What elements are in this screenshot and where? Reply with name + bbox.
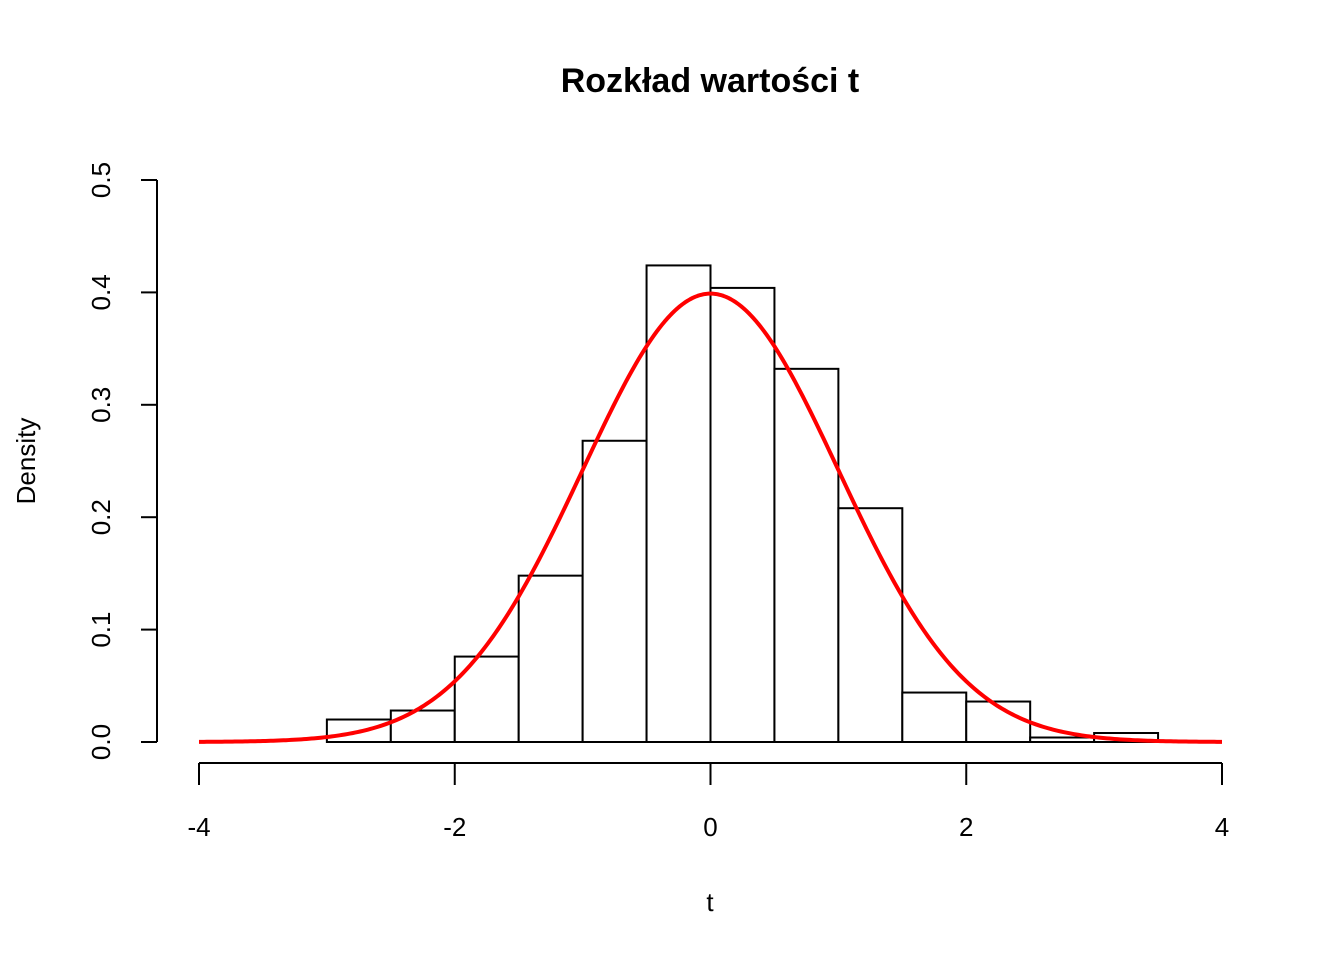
x-tick-label: -4 [187, 812, 210, 842]
x-tick-label: -2 [443, 812, 466, 842]
histogram-bar [389, 709, 456, 744]
x-tick-label: 2 [959, 812, 973, 842]
x-axis: -4 -2 0 2 4 [187, 762, 1229, 842]
histogram-bar [517, 574, 584, 744]
histogram-bar [581, 439, 648, 743]
chart-title: Rozkład wartości t [561, 62, 860, 100]
y-axis: 0.0 0.1 0.2 0.3 0.4 0.5 [86, 162, 158, 760]
y-tick-label: 0.5 [86, 162, 116, 198]
histogram-bar [1029, 736, 1096, 744]
histogram-bar [837, 507, 904, 744]
histogram-bar [901, 691, 968, 744]
y-tick-label: 0.4 [86, 274, 116, 310]
histogram-bar [645, 264, 712, 743]
histogram-bar [773, 367, 840, 743]
y-tick-label: 0.1 [86, 612, 116, 648]
y-axis-label: Density [11, 418, 41, 505]
x-axis-label: t [706, 887, 714, 917]
x-tick-label: 4 [1215, 812, 1229, 842]
density-curve-layer [198, 291, 1223, 744]
y-tick-label: 0.0 [86, 724, 116, 760]
y-tick-label: 0.3 [86, 387, 116, 423]
y-tick-label: 0.2 [86, 499, 116, 535]
histogram-bar [709, 286, 776, 743]
histogram-bars [325, 264, 1160, 744]
x-tick-label: 0 [703, 812, 717, 842]
density-curve [198, 291, 1223, 744]
